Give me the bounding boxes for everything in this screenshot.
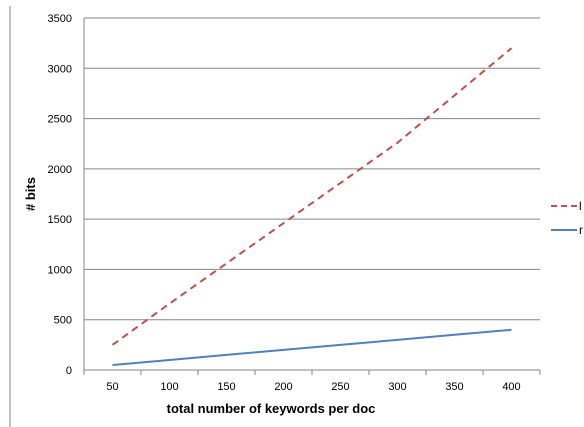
y-tick-label: 2500 bbox=[48, 114, 72, 126]
x-tick-label: 50 bbox=[106, 381, 118, 393]
y-tick-label: 1500 bbox=[48, 214, 72, 226]
x-tick-label: 350 bbox=[445, 381, 463, 393]
y-tick-label: 2000 bbox=[48, 164, 72, 176]
y-axis-title: # bits bbox=[23, 177, 38, 211]
y-tick-label: 500 bbox=[54, 315, 72, 327]
x-tick-label: 150 bbox=[217, 381, 235, 393]
x-tick-label: 200 bbox=[274, 381, 292, 393]
y-tick-label: 1000 bbox=[48, 264, 72, 276]
legend-label-r: r bbox=[579, 223, 583, 237]
legend-label-l: l bbox=[579, 199, 582, 213]
series-lines bbox=[111, 47, 513, 366]
series-line-l bbox=[111, 47, 513, 346]
series-line-r bbox=[112, 328, 512, 366]
x-axis-title: total number of keywords per doc bbox=[167, 401, 376, 416]
y-tick-label: 3000 bbox=[48, 63, 72, 75]
x-tick-label: 100 bbox=[160, 381, 178, 393]
x-tick-label: 300 bbox=[388, 381, 406, 393]
y-tick-label: 3500 bbox=[48, 13, 72, 25]
y-tick-label: 0 bbox=[66, 365, 72, 377]
gridlines bbox=[84, 17, 540, 321]
tick-labels: 0 500 1000 1500 2000 2500 3000 3500 50 100 150 200 2… bbox=[48, 13, 521, 393]
x-tick-label: 400 bbox=[502, 381, 520, 393]
axes bbox=[9, 6, 541, 427]
legend: lr bbox=[551, 199, 583, 237]
x-tick-label: 250 bbox=[331, 381, 349, 393]
